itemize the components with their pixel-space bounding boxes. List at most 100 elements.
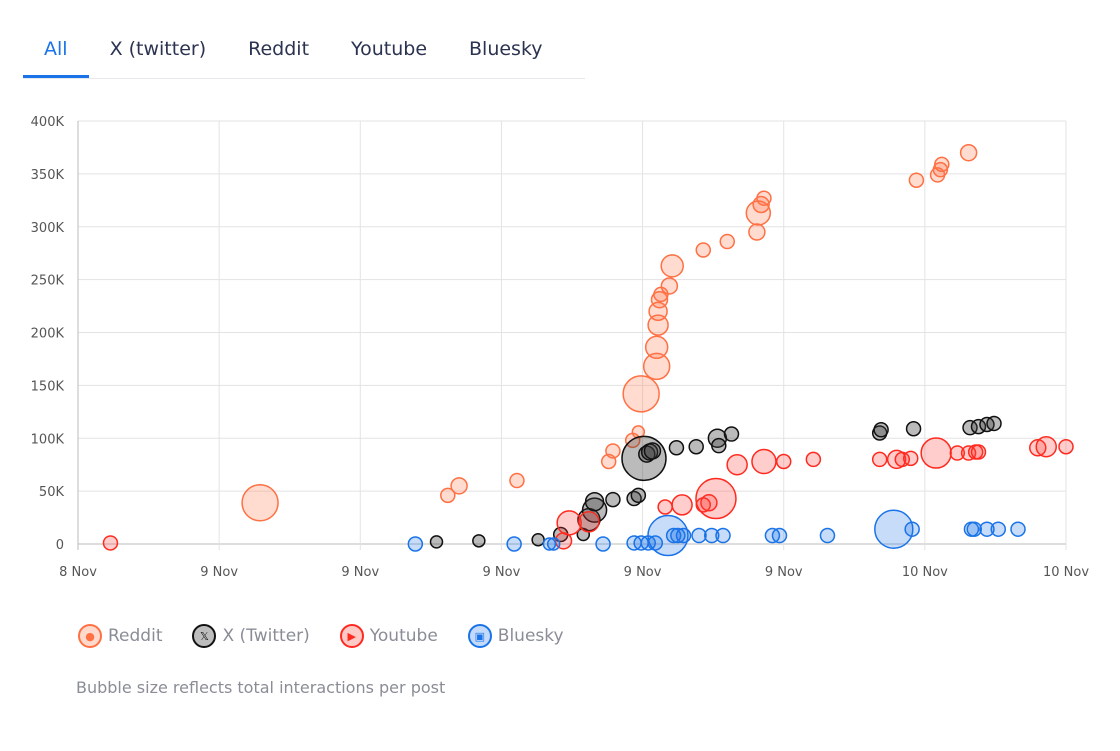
bubble-bluesky[interactable]: [670, 527, 686, 544]
bubble-bluesky[interactable]: [506, 536, 522, 552]
bubble-bluesky[interactable]: [990, 521, 1007, 537]
bubble-reddit[interactable]: [605, 443, 621, 459]
bubble-x-twitter[interactable]: [711, 437, 727, 454]
bubble-bluesky[interactable]: [874, 509, 914, 549]
bubble-youtube[interactable]: [726, 453, 748, 476]
bubble-youtube[interactable]: [902, 450, 919, 467]
bubble-reddit[interactable]: [660, 254, 684, 278]
bubble-youtube[interactable]: [578, 511, 600, 533]
reddit-icon: ●: [78, 624, 102, 648]
x-logo-icon: 𝕏: [192, 624, 217, 648]
bubble-youtube[interactable]: [775, 453, 792, 470]
bubble-youtube[interactable]: [695, 477, 737, 520]
y-tick-label: 50K: [39, 485, 65, 500]
bubble-reddit[interactable]: [450, 477, 468, 495]
bubble-youtube[interactable]: [671, 494, 693, 516]
bubble-youtube[interactable]: [1058, 438, 1074, 455]
bubble-reddit[interactable]: [650, 290, 669, 309]
bubble-youtube[interactable]: [920, 437, 952, 469]
x-tick-label: 10 Nov: [902, 565, 948, 580]
bubble-reddit[interactable]: [695, 242, 712, 258]
bubble-reddit[interactable]: [509, 472, 525, 489]
bubble-bluesky[interactable]: [715, 527, 731, 544]
tab-bluesky[interactable]: Bluesky: [469, 38, 543, 60]
x-tick-label: 9 Nov: [765, 565, 803, 580]
bubble-bluesky[interactable]: [904, 521, 920, 537]
bubble-youtube[interactable]: [805, 451, 822, 468]
bubble-youtube[interactable]: [751, 448, 777, 475]
bubble-youtube[interactable]: [556, 510, 582, 536]
bubble-youtube[interactable]: [970, 444, 987, 460]
bubble-bluesky[interactable]: [979, 521, 995, 537]
bubble-x-twitter[interactable]: [605, 491, 621, 508]
bubble-bluesky[interactable]: [1010, 521, 1026, 537]
bubble-youtube[interactable]: [700, 494, 718, 512]
bubble-bluesky[interactable]: [595, 536, 611, 552]
bubble-reddit[interactable]: [934, 156, 950, 173]
bubble-x-twitter[interactable]: [630, 487, 647, 504]
legend-item-bluesky[interactable]: ▣ Bluesky: [467, 624, 564, 648]
bubble-youtube[interactable]: [886, 449, 907, 470]
bubble-bluesky[interactable]: [546, 537, 561, 551]
x-tick-label: 9 Nov: [624, 565, 662, 580]
bubble-x-twitter[interactable]: [905, 420, 922, 437]
bubble-youtube[interactable]: [102, 535, 119, 551]
bubble-youtube[interactable]: [871, 451, 888, 468]
bubble-x-twitter[interactable]: [584, 491, 605, 512]
bubble-bluesky[interactable]: [647, 514, 689, 557]
bubble-reddit[interactable]: [647, 314, 669, 336]
legend-item-reddit[interactable]: ● Reddit: [78, 624, 162, 648]
bubble-bluesky[interactable]: [966, 521, 983, 537]
bubble-reddit[interactable]: [644, 335, 669, 360]
bubble-bluesky[interactable]: [542, 537, 557, 551]
bubble-x-twitter[interactable]: [688, 438, 704, 455]
bubble-reddit[interactable]: [642, 352, 671, 381]
bubble-youtube[interactable]: [657, 499, 673, 515]
bubble-reddit[interactable]: [440, 487, 456, 504]
bubble-reddit[interactable]: [631, 425, 646, 439]
bubble-x-twitter[interactable]: [531, 533, 545, 547]
tab-reddit[interactable]: Reddit: [248, 38, 310, 60]
bubble-reddit[interactable]: [959, 143, 978, 162]
bubble-x-twitter[interactable]: [429, 535, 444, 549]
legend-label: X (Twitter): [222, 626, 310, 646]
bubble-youtube[interactable]: [1029, 439, 1047, 457]
bubble-chart: 0 50K 100K 150K 200K 250K 300K 350K 400K 8 Nov 9 N…: [31, 115, 1090, 580]
bubble-reddit[interactable]: [908, 172, 925, 188]
tab-all[interactable]: All: [23, 28, 89, 78]
x-tick-label: 8 Nov: [59, 565, 97, 580]
bubble-reddit[interactable]: [622, 375, 660, 413]
bubble-reddit[interactable]: [756, 190, 772, 206]
bubble-x-twitter[interactable]: [472, 534, 486, 548]
tab-x-twitter[interactable]: X (twitter): [109, 38, 207, 60]
bubble-reddit[interactable]: [748, 223, 766, 241]
x-tick-label: 10 Nov: [1043, 565, 1089, 580]
x-tick-label: 9 Nov: [341, 565, 379, 580]
bubble-bluesky[interactable]: [771, 527, 788, 544]
legend-label: Reddit: [108, 626, 163, 646]
bubble-bluesky[interactable]: [703, 527, 720, 544]
y-tick-label: 100K: [31, 432, 65, 447]
bubble-x-twitter[interactable]: [723, 426, 740, 442]
bubble-bluesky[interactable]: [819, 527, 836, 544]
x-tick-label: 9 Nov: [200, 565, 238, 580]
bubble-reddit[interactable]: [660, 277, 679, 295]
bubble-bluesky[interactable]: [675, 527, 692, 544]
tab-youtube[interactable]: Youtube: [351, 38, 428, 60]
bubble-bluesky[interactable]: [691, 527, 707, 544]
y-tick-label: 300K: [31, 221, 65, 236]
bubble-reddit[interactable]: [719, 233, 736, 250]
bubble-youtube[interactable]: [1035, 435, 1057, 458]
bubble-youtube[interactable]: [949, 445, 966, 461]
y-tick-label: 0: [56, 538, 64, 553]
bubble-bluesky[interactable]: [407, 536, 424, 552]
y-tick-label: 400K: [31, 115, 65, 130]
bubble-x-twitter[interactable]: [668, 440, 685, 456]
bubble-reddit[interactable]: [241, 484, 279, 522]
bubble-x-twitter[interactable]: [643, 442, 662, 460]
bubble-x-twitter[interactable]: [986, 415, 1002, 432]
bubble-x-twitter[interactable]: [873, 422, 889, 438]
legend-item-youtube[interactable]: ▶ Youtube: [339, 624, 438, 648]
